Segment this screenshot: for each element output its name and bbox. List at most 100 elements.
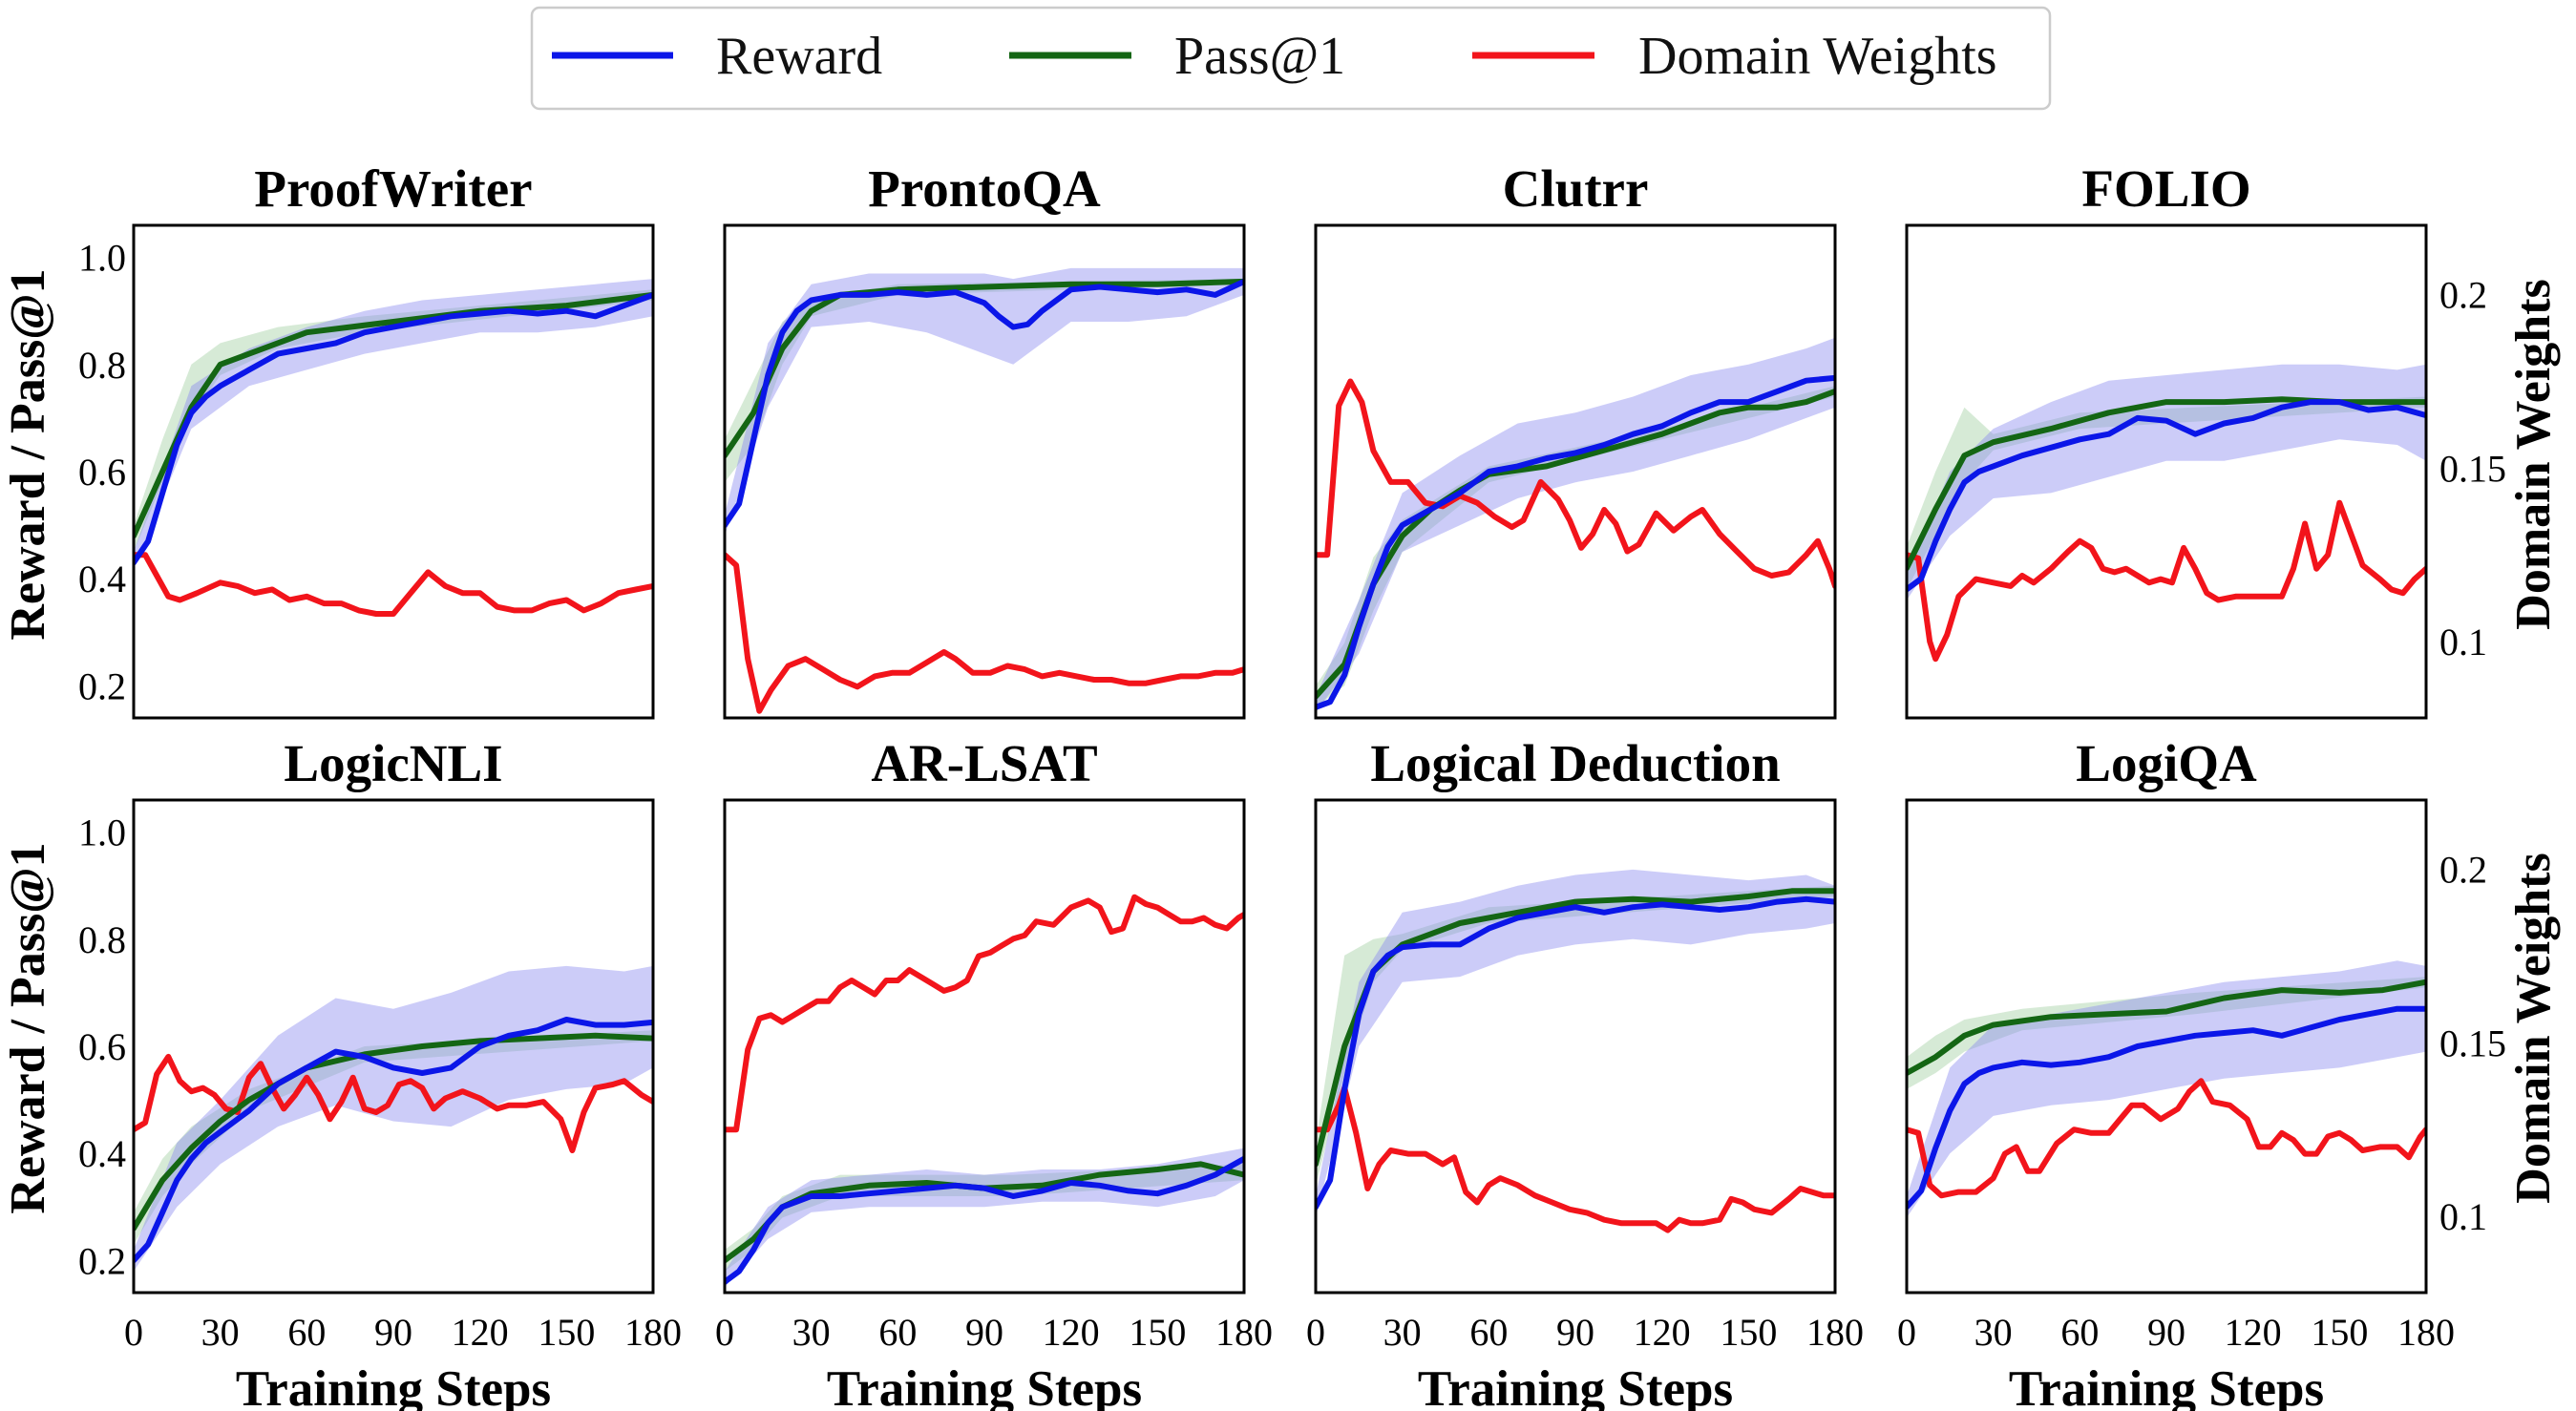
reward-line-ar-lsat: [725, 1155, 1244, 1285]
y-axis-label-left-bottom: Reward / Pass@1: [1, 842, 55, 1213]
reward-line-prontoqa: [725, 278, 1244, 529]
legend-label-reward: Reward: [716, 27, 882, 86]
domain-weights-line-proofwriter: [134, 552, 653, 617]
reward-band-clutrr: [1316, 337, 1835, 713]
panel-proofwriter: ProofWriter 0.2 0.4 0.6 0.8 1.0: [78, 159, 655, 720]
y-axis-label-left-top: Reward / Pass@1: [1, 268, 55, 640]
y-tick-left-proofwriter: 0.4: [78, 558, 126, 600]
reward-line-logical-deduction: [1316, 895, 1835, 1211]
legend-frame: [530, 6, 2052, 111]
x-tick-logiqa: 30: [1974, 1311, 2013, 1354]
x-tick-logicnli: 150: [538, 1311, 595, 1354]
x-tick-ar-lsat: 30: [792, 1311, 831, 1354]
x-tick-logical-deduction: 120: [1634, 1311, 1691, 1354]
y-tick-left-logicnli: 0.4: [78, 1132, 126, 1175]
x-tick-logicnli: 30: [201, 1311, 240, 1354]
pass-line-logiqa: [1907, 979, 2426, 1076]
y-tick-left-proofwriter: 0.2: [78, 664, 126, 707]
panel-frame-proofwriter: [132, 223, 655, 720]
x-tick-logiqa: 90: [2147, 1311, 2185, 1354]
panel-folio: FOLIO 0.1 0.15 0.2: [1905, 159, 2506, 720]
panel-title-logiqa: LogiQA: [2076, 734, 2257, 792]
domain-weights-line-clutrr: [1316, 378, 1835, 589]
y-tick-left-logicnli: 0.2: [78, 1239, 126, 1282]
legend-label-pass: Pass@1: [1174, 27, 1345, 86]
plot-area-logical-deduction: [1316, 869, 1835, 1233]
panel-frame-ar-lsat: [723, 798, 1246, 1295]
panel-frame-prontoqa: [723, 223, 1246, 720]
y-tick-right-logiqa: 0.2: [2439, 849, 2487, 892]
x-tick-logical-deduction: 0: [1306, 1311, 1325, 1354]
x-tick-logicnli: 120: [452, 1311, 509, 1354]
y-tick-left-proofwriter: 1.0: [78, 237, 126, 280]
x-tick-logicnli: 0: [124, 1311, 143, 1354]
x-tick-ar-lsat: 90: [965, 1311, 1003, 1354]
x-tick-logical-deduction: 150: [1720, 1311, 1777, 1354]
x-axis-label-logicnli: Training Steps: [236, 1361, 551, 1411]
x-tick-logical-deduction: 30: [1383, 1311, 1422, 1354]
panel-title-logical-deduction: Logical Deduction: [1370, 734, 1780, 792]
reward-band-folio: [1907, 364, 2426, 600]
panel-frame-folio: [1905, 223, 2428, 720]
pass-band-ar-lsat: [725, 1164, 1244, 1272]
reward-band-logical-deduction: [1316, 869, 1835, 1218]
x-axis-label-ar-lsat: Training Steps: [827, 1361, 1142, 1411]
x-tick-logicnli: 180: [624, 1311, 682, 1354]
panel-title-logicnli: LogicNLI: [284, 734, 502, 792]
panel-frame-clutrr: [1314, 223, 1837, 720]
panel-title-ar-lsat: AR-LSAT: [871, 734, 1097, 792]
x-tick-ar-lsat: 0: [715, 1311, 734, 1354]
y-tick-right-logiqa: 0.15: [2439, 1021, 2506, 1064]
pass-line-logicnli: [134, 1032, 653, 1232]
y-tick-right-folio: 0.15: [2439, 447, 2506, 490]
reward-line-clutrr: [1316, 374, 1835, 710]
y-tick-left-logicnli: 0.8: [78, 918, 126, 961]
panel-frame-logical-deduction: [1314, 798, 1837, 1295]
x-tick-ar-lsat: 60: [878, 1311, 917, 1354]
x-tick-ar-lsat: 150: [1129, 1311, 1186, 1354]
panel-title-clutrr: Clutrr: [1503, 159, 1649, 218]
legend-label-domain-weights: Domain Weights: [1638, 27, 1997, 86]
pass-line-folio: [1907, 396, 2426, 571]
x-tick-logiqa: 60: [2060, 1311, 2099, 1354]
panel-logical-deduction: Logical Deduction 0 30 60 90 120 150 180 Trainin…: [1306, 734, 1864, 1411]
reward-line-logiqa: [1907, 1005, 2426, 1211]
reward-band-logiqa: [1907, 960, 2426, 1218]
pass-line-clutrr: [1316, 388, 1835, 700]
x-tick-logiqa: 0: [1897, 1311, 1916, 1354]
domain-weights-line-ar-lsat: [725, 894, 1244, 1133]
x-tick-logical-deduction: 180: [1806, 1311, 1864, 1354]
x-tick-logicnli: 60: [287, 1311, 326, 1354]
y-tick-left-proofwriter: 0.6: [78, 451, 126, 494]
panel-title-folio: FOLIO: [2081, 159, 2250, 218]
plot-area-logiqa: [1907, 960, 2426, 1218]
panel-title-proofwriter: ProofWriter: [254, 159, 532, 218]
x-axis-label-logical-deduction: Training Steps: [1418, 1361, 1733, 1411]
panel-logicnli: LogicNLI 0.2 0.4 0.6 0.8 1.0 0 30 60 90 120 150 180 T…: [78, 734, 682, 1411]
domain-weights-line-logicnli: [134, 1053, 653, 1153]
reward-line-logicnli: [134, 1017, 653, 1264]
y-tick-left-logicnli: 0.6: [78, 1025, 126, 1068]
x-tick-logiqa: 150: [2311, 1311, 2368, 1354]
plot-area-proofwriter: [134, 279, 653, 617]
domain-weights-line-logiqa: [1907, 1078, 2426, 1199]
plot-area-prontoqa: [725, 267, 1244, 714]
y-axis-label-right-top: Domain Weights: [2506, 279, 2561, 629]
x-tick-logical-deduction: 60: [1469, 1311, 1508, 1354]
x-axis-label-logiqa: Training Steps: [2009, 1361, 2324, 1411]
pass-band-proofwriter: [134, 289, 653, 553]
x-tick-logiqa: 120: [2225, 1311, 2282, 1354]
x-tick-ar-lsat: 180: [1215, 1311, 1273, 1354]
y-tick-right-folio: 0.1: [2439, 621, 2487, 663]
reward-band-ar-lsat: [725, 1148, 1244, 1288]
panel-frame-logiqa: [1905, 798, 2428, 1295]
domain-weights-line-folio: [1907, 499, 2426, 663]
panel-frame-logicnli: [132, 798, 655, 1295]
x-tick-logiqa: 180: [2397, 1311, 2455, 1354]
y-tick-right-logiqa: 0.1: [2439, 1195, 2487, 1238]
plot-area-ar-lsat: [725, 894, 1244, 1288]
domain-weights-line-prontoqa: [725, 552, 1244, 714]
domain-weights-line-logical-deduction: [1316, 1085, 1835, 1233]
panel-ar-lsat: AR-LSAT 0 30 60 90 120 150 180 Training Steps: [715, 734, 1273, 1411]
plot-area-clutrr: [1316, 337, 1835, 713]
